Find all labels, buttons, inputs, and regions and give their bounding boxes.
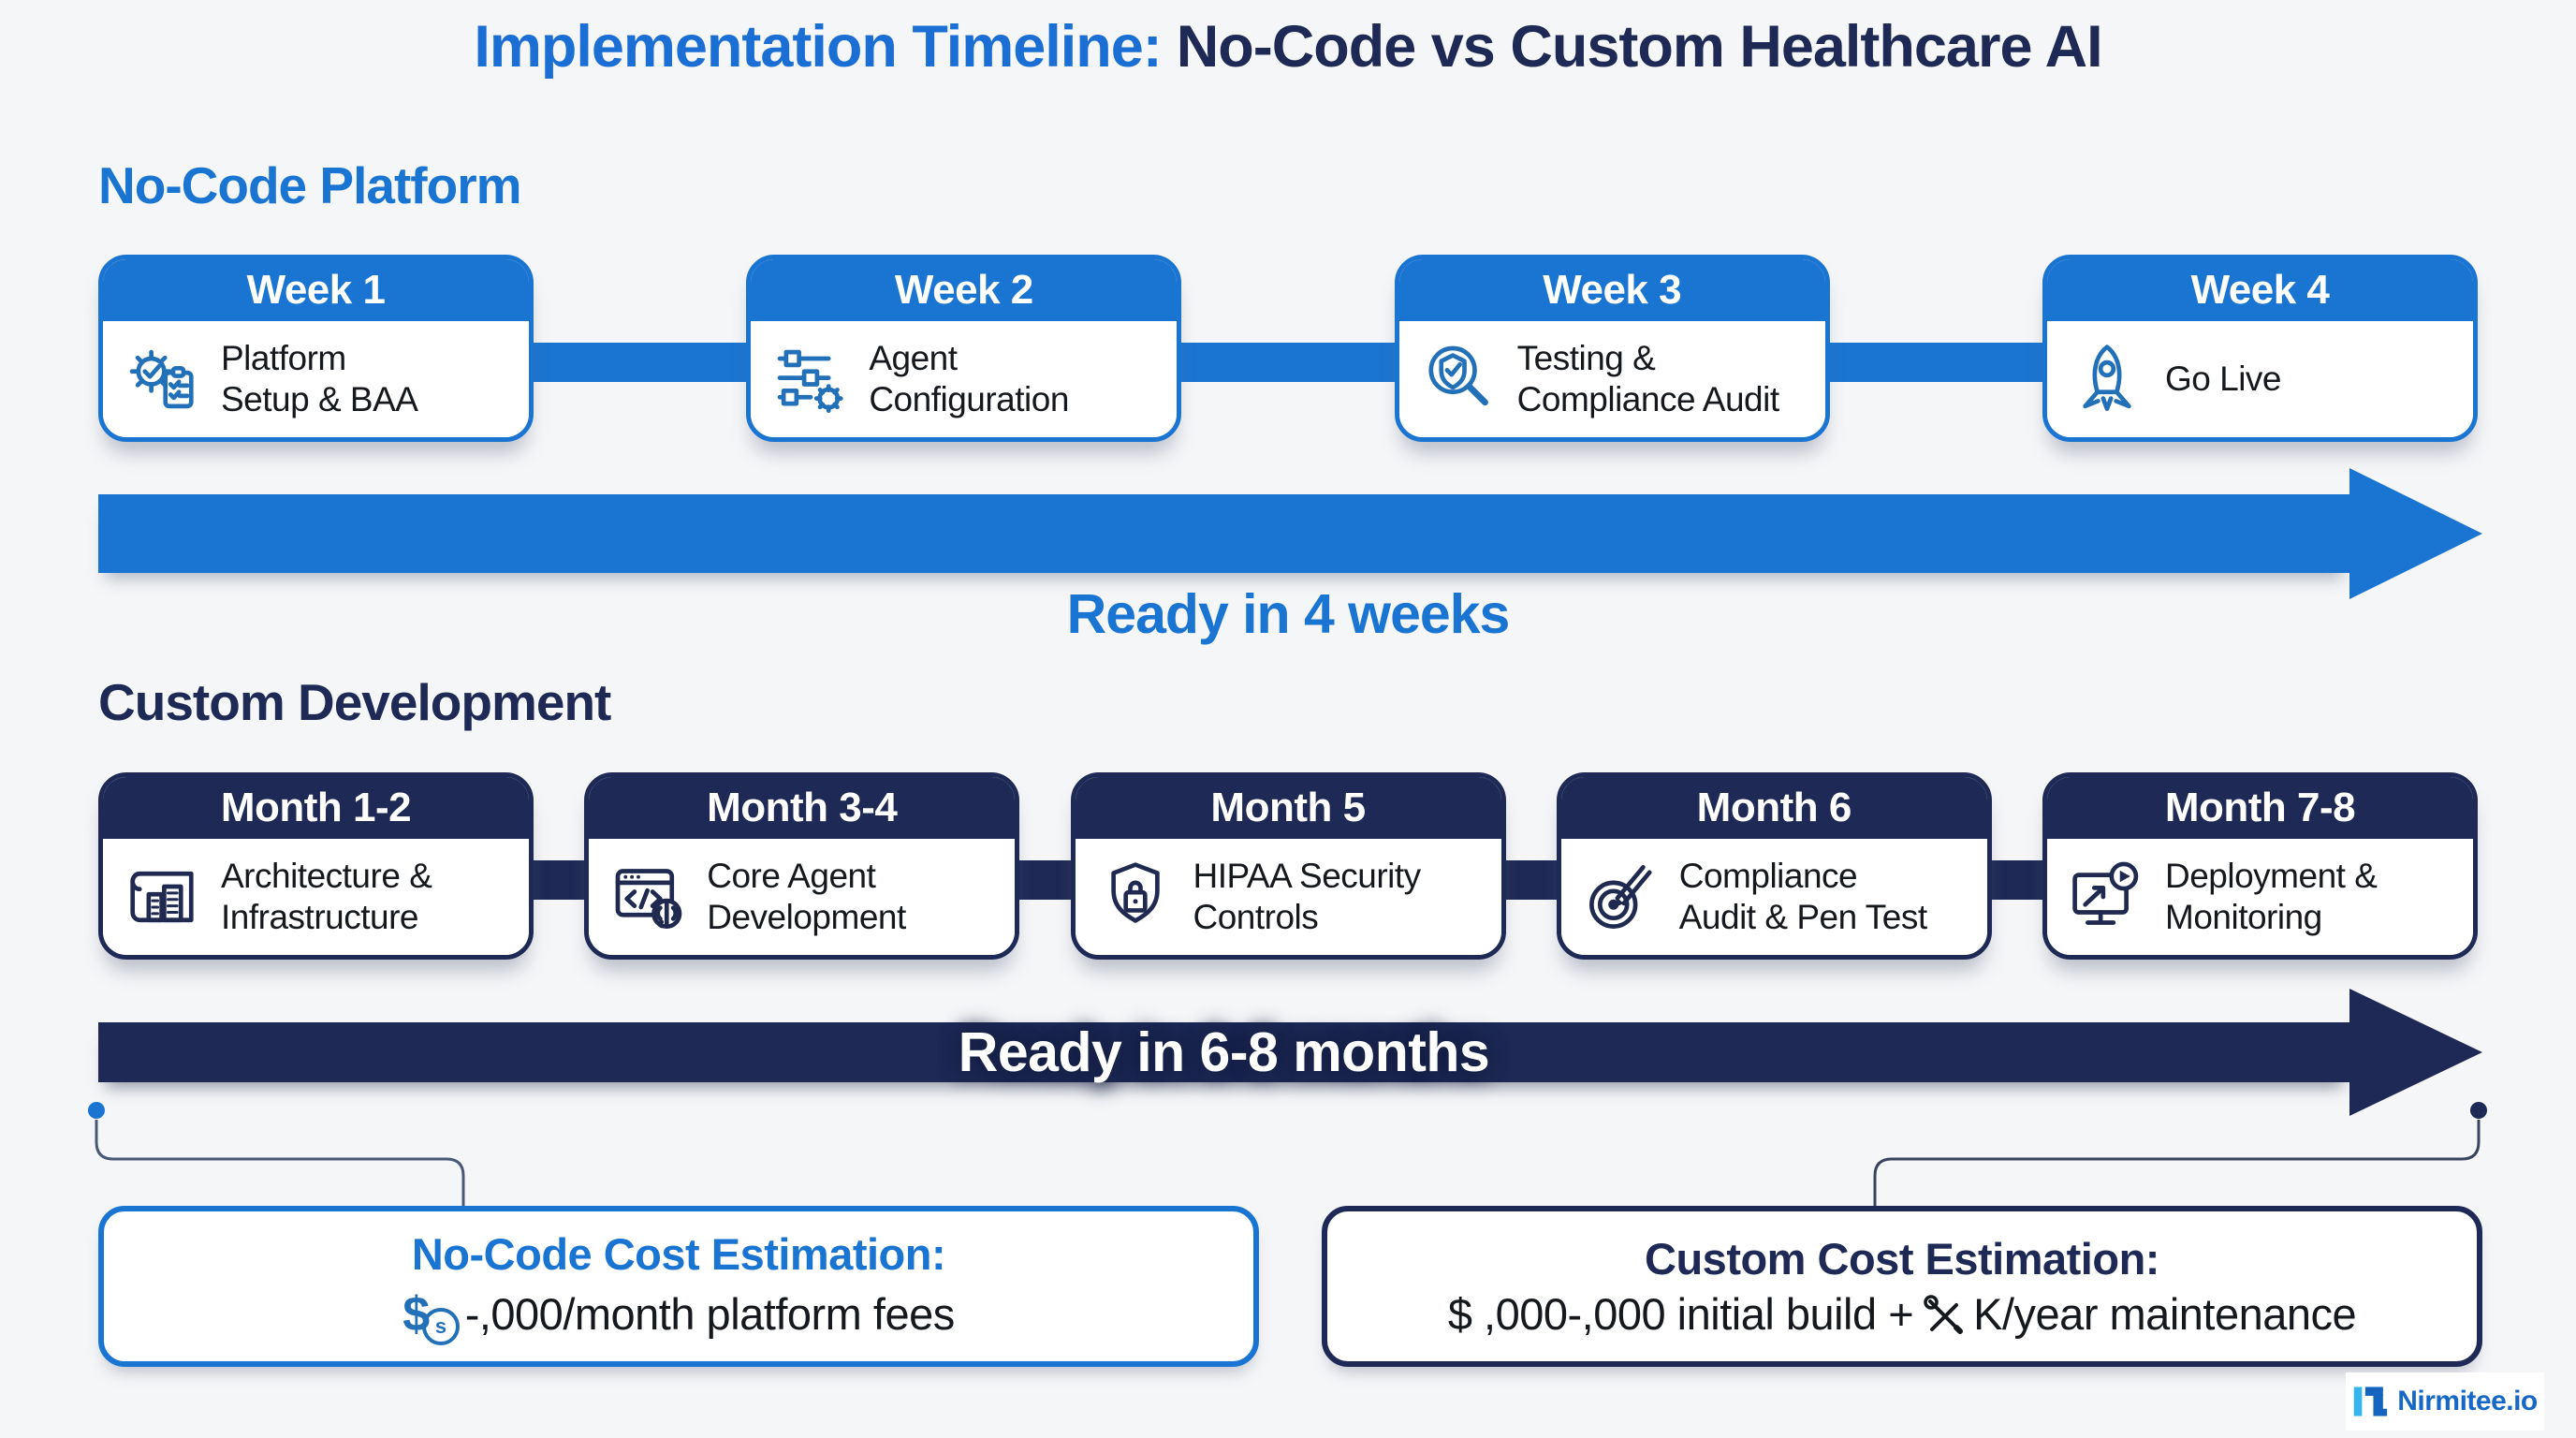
timeline-step-card: Month 5 HIPAA Security Controls (1070, 772, 1506, 960)
title-part-blue: Implementation Timeline: (474, 14, 1162, 80)
step-card-body: Compliance Audit & Pen Test (1560, 839, 1987, 955)
timeline-step-card: Week 2 Agent Configuration (746, 255, 1182, 442)
brand-logo: Nirmitee.io (2346, 1372, 2544, 1431)
magnifier-shield-icon (1418, 338, 1500, 420)
step-card-body: Testing & Compliance Audit (1398, 321, 1825, 437)
step-task-label: Platform Setup & BAA (221, 339, 418, 418)
step-period-label: Week 3 (1398, 259, 1825, 321)
custom-timeline-arrow: Ready in 6-8 months (98, 989, 2482, 1116)
gear-checklist-icon (122, 338, 204, 420)
step-card-body: Go Live (2046, 321, 2473, 437)
step-period-label: Month 3-4 (589, 777, 1016, 839)
no-code-cost-text: -,000/month platform fees (464, 1289, 956, 1339)
nirmitee-logo-icon (2352, 1382, 2388, 1421)
code-brain-icon (607, 856, 690, 938)
step-period-label: Week 4 (2046, 259, 2473, 321)
step-card-body: HIPAA Security Controls (1075, 839, 1501, 955)
timeline-step-card: Month 7-8 Deployment & Monitoring (2042, 772, 2478, 960)
step-task-label: Go Live (2164, 360, 2282, 399)
step-card-body: Core Agent Development (589, 839, 1016, 955)
step-task-label: Agent Configuration (869, 339, 1069, 418)
step-period-label: Week 2 (751, 259, 1178, 321)
coin-icon: s (421, 1307, 460, 1345)
step-period-label: Month 7-8 (2047, 777, 2473, 839)
timeline-step-card: Week 1 Platform Setup & BAA (98, 255, 534, 442)
timeline-step-card: Month 3-4 Core Agent Development (584, 772, 1020, 960)
no-code-timeline-arrow (98, 468, 2482, 599)
custom-timeline-row: Month 1-2 Architecture & Infrastructure Mo… (98, 772, 2478, 960)
custom-cost-prefix: $ ,000-,000 initial build + (1447, 1289, 1914, 1339)
step-period-label: Month 5 (1075, 777, 1501, 839)
page-title: Implementation Timeline: No-Code vs Custo… (0, 13, 2576, 81)
custom-ready-label: Ready in 6-8 months (958, 1021, 1490, 1083)
sliders-gear-icon (769, 338, 852, 420)
arrow-head-icon (2349, 989, 2482, 1116)
step-period-label: Month 1-2 (103, 777, 529, 839)
no-code-cost-line: $ s -,000/month platform fees (402, 1284, 956, 1345)
step-task-label: Compliance Audit & Pen Test (1678, 857, 1927, 936)
step-period-label: Week 1 (103, 259, 529, 321)
step-card-body: Agent Configuration (751, 321, 1178, 437)
custom-cost-title: Custom Cost Estimation: (1645, 1234, 2159, 1284)
monitor-launch-icon (2066, 856, 2148, 938)
no-code-cost-title: No-Code Cost Estimation: (411, 1228, 946, 1279)
brand-logo-text: Nirmitee.io (2397, 1386, 2538, 1416)
title-part-navy: No-Code vs Custom Healthcare AI (1176, 14, 2103, 80)
target-pencil-icon (1580, 856, 1662, 938)
custom-cost-box: Custom Cost Estimation: $ ,000-,000 init… (1322, 1206, 2482, 1367)
timeline-step-card: Month 1-2 Architecture & Infrastructure (98, 772, 534, 960)
step-card-body: Platform Setup & BAA (103, 321, 529, 437)
left-connector-dot (88, 1102, 105, 1119)
step-task-label: Testing & Compliance Audit (1516, 339, 1779, 418)
no-code-timeline-row: Week 1 Platform Setup & BAA Week 2 Agent Co… (98, 255, 2478, 442)
shield-lock-icon (1094, 856, 1177, 938)
custom-cost-suffix: K/year maintenance (1973, 1289, 2357, 1339)
step-task-label: Architecture & Infrastructure (221, 857, 432, 936)
step-task-label: Deployment & Monitoring (2165, 857, 2378, 936)
arrow-body (98, 494, 2349, 573)
tools-icon (1921, 1292, 1966, 1337)
custom-cost-line: $ ,000-,000 initial build + K/year mainte… (1447, 1288, 2357, 1340)
right-connector-line (1873, 1120, 2481, 1208)
arrow-body (98, 1022, 2349, 1082)
step-task-label: HIPAA Security Controls (1193, 857, 1422, 936)
rocket-icon (2066, 338, 2148, 420)
left-connector-line (95, 1120, 465, 1208)
arrow-head-icon (2349, 468, 2482, 599)
blueprint-building-icon (122, 856, 204, 938)
no-code-ready-label: Ready in 4 weeks (1066, 583, 1511, 645)
no-code-section-heading: No-Code Platform (98, 156, 521, 214)
step-card-body: Architecture & Infrastructure (103, 839, 529, 955)
step-period-label: Month 6 (1560, 777, 1987, 839)
custom-section-heading: Custom Development (98, 673, 611, 731)
no-code-cost-box: No-Code Cost Estimation: $ s -,000/month p… (98, 1206, 1259, 1367)
timeline-step-card: Month 6 Compliance Audit & Pen Test (1556, 772, 1992, 960)
timeline-step-card: Week 3 Testing & Compliance Audit (1394, 255, 1830, 442)
step-card-body: Deployment & Monitoring (2047, 839, 2473, 955)
step-task-label: Core Agent Development (707, 857, 906, 936)
timeline-step-card: Week 4 Go Live (2042, 255, 2478, 442)
